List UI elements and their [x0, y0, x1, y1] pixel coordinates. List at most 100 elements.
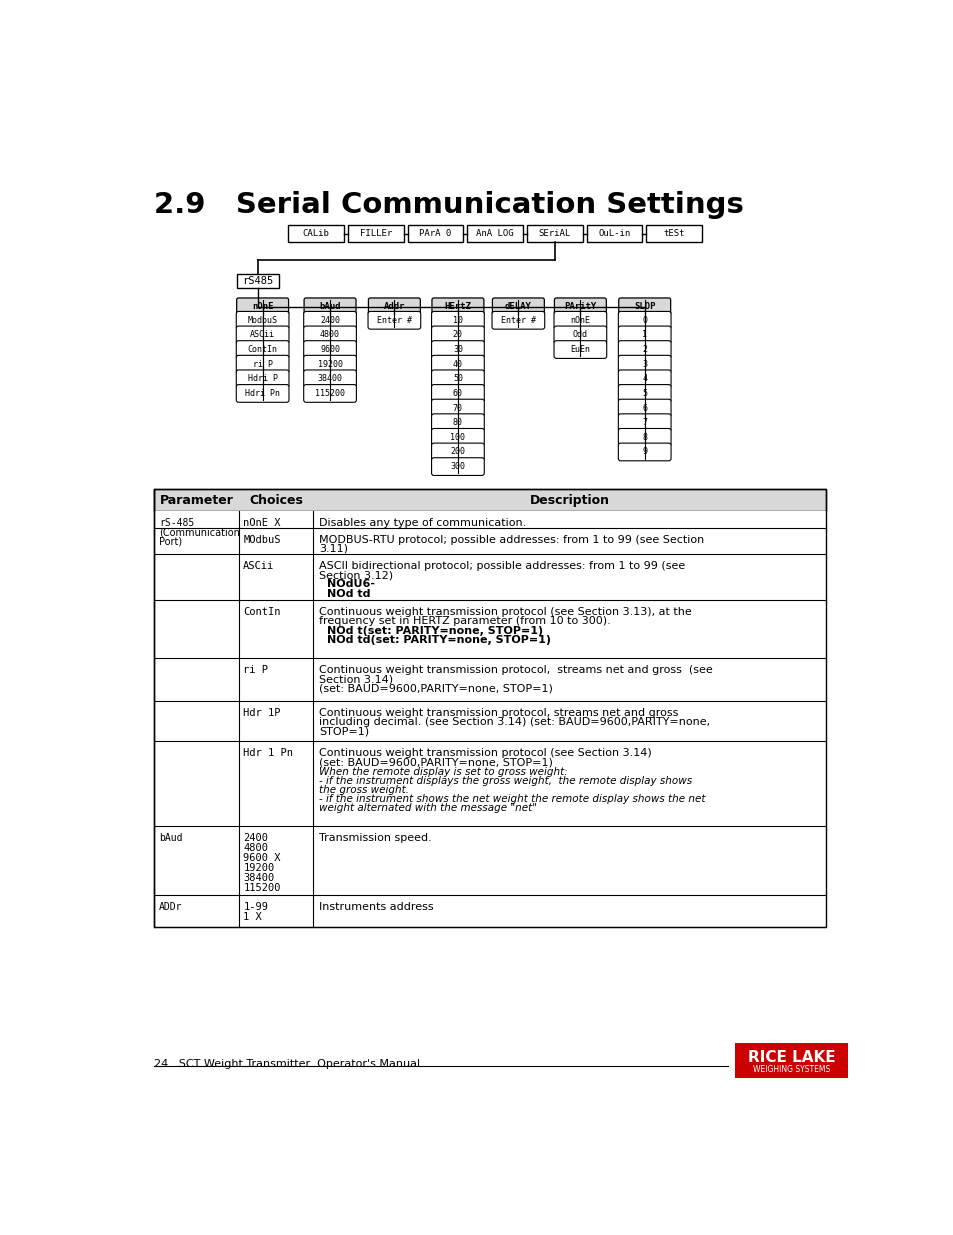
Text: Continuous weight transmission protocol, streams net and gross: Continuous weight transmission protocol,…	[319, 708, 678, 718]
Text: ASCii: ASCii	[250, 331, 274, 340]
Text: 4800: 4800	[243, 842, 268, 852]
FancyBboxPatch shape	[407, 225, 463, 242]
Text: ASCii: ASCii	[243, 561, 274, 571]
Text: Parameter: Parameter	[160, 494, 233, 506]
Text: WEIGHING SYSTEMS: WEIGHING SYSTEMS	[752, 1065, 829, 1074]
Text: 2400: 2400	[319, 316, 339, 325]
Text: STOP=1): STOP=1)	[319, 726, 369, 736]
Text: CALib: CALib	[302, 230, 329, 238]
FancyBboxPatch shape	[236, 326, 289, 343]
Text: ri P: ri P	[253, 359, 273, 369]
FancyBboxPatch shape	[432, 298, 483, 316]
Text: Continuous weight transmission protocol,  streams net and gross  (see: Continuous weight transmission protocol,…	[319, 664, 712, 674]
Text: MOdbuS: MOdbuS	[243, 535, 280, 545]
FancyBboxPatch shape	[303, 370, 356, 388]
FancyBboxPatch shape	[236, 370, 289, 388]
Text: Continuous weight transmission protocol (see Section 3.13), at the: Continuous weight transmission protocol …	[319, 608, 691, 618]
Text: Odd: Odd	[572, 331, 587, 340]
FancyBboxPatch shape	[618, 443, 670, 461]
Bar	[154, 511, 825, 527]
Text: ModbuS: ModbuS	[248, 316, 277, 325]
Text: 2.9   Serial Communication Settings: 2.9 Serial Communication Settings	[154, 190, 743, 219]
FancyBboxPatch shape	[236, 298, 289, 316]
FancyBboxPatch shape	[368, 311, 420, 330]
Text: - if the instrument displays the gross weight,  the remote display shows: - if the instrument displays the gross w…	[319, 776, 692, 785]
Text: 9: 9	[641, 447, 646, 457]
Text: RICE LAKE: RICE LAKE	[747, 1050, 835, 1065]
Text: including decimal. (see Section 3.14) (set: BAUD=9600,PARITY=none,: including decimal. (see Section 3.14) (s…	[319, 718, 710, 727]
Text: FILLEr: FILLEr	[359, 230, 392, 238]
Bar	[154, 701, 825, 741]
FancyBboxPatch shape	[348, 225, 403, 242]
Text: nOnE X: nOnE X	[243, 517, 280, 527]
Text: Hdri P: Hdri P	[248, 374, 277, 383]
Text: OuL-in: OuL-in	[598, 230, 630, 238]
FancyBboxPatch shape	[303, 341, 356, 358]
FancyBboxPatch shape	[431, 458, 484, 475]
FancyBboxPatch shape	[236, 274, 278, 288]
Text: NOdU6-: NOdU6-	[327, 579, 375, 589]
FancyBboxPatch shape	[431, 311, 484, 330]
Bar	[154, 895, 825, 927]
Bar	[154, 658, 825, 701]
Text: NOd td: NOd td	[327, 589, 370, 599]
Text: 0: 0	[641, 316, 646, 325]
Text: 70: 70	[453, 404, 462, 412]
Text: 6: 6	[641, 404, 646, 412]
Text: nOnE: nOnE	[252, 303, 274, 311]
FancyBboxPatch shape	[303, 384, 356, 403]
FancyBboxPatch shape	[492, 298, 544, 316]
Text: 24   SCT Weight Transmitter  Operator's Manual: 24 SCT Weight Transmitter Operator's Man…	[154, 1060, 420, 1070]
FancyBboxPatch shape	[304, 298, 355, 316]
Text: Addr: Addr	[383, 303, 405, 311]
FancyBboxPatch shape	[618, 341, 670, 358]
Text: 80: 80	[453, 419, 462, 427]
Text: 7: 7	[641, 419, 646, 427]
Bar	[154, 555, 825, 600]
Bar	[154, 600, 825, 658]
Text: 10: 10	[453, 316, 462, 325]
FancyBboxPatch shape	[526, 225, 582, 242]
Text: PAritY: PAritY	[563, 303, 596, 311]
Text: 38400: 38400	[243, 873, 274, 883]
Text: - if the instrument shows the net weight the remote display shows the net: - if the instrument shows the net weight…	[319, 794, 705, 804]
FancyBboxPatch shape	[618, 326, 670, 343]
FancyBboxPatch shape	[431, 443, 484, 461]
Text: Section 3.14): Section 3.14)	[319, 674, 393, 684]
Text: 115200: 115200	[314, 389, 345, 398]
Text: (set: BAUD=9600,PARITY=none, STOP=1): (set: BAUD=9600,PARITY=none, STOP=1)	[319, 683, 553, 693]
Text: 3.11): 3.11)	[319, 543, 348, 555]
Text: ContIn: ContIn	[248, 345, 277, 354]
Text: 200: 200	[450, 447, 465, 457]
Text: Choices: Choices	[249, 494, 303, 506]
Text: bAud: bAud	[319, 303, 340, 311]
Text: EuEn: EuEn	[570, 345, 590, 354]
FancyBboxPatch shape	[645, 225, 701, 242]
FancyBboxPatch shape	[467, 225, 522, 242]
Text: 30: 30	[453, 345, 462, 354]
Text: 40: 40	[453, 359, 462, 369]
FancyBboxPatch shape	[303, 356, 356, 373]
FancyBboxPatch shape	[236, 311, 289, 330]
Text: PArA 0: PArA 0	[419, 230, 451, 238]
Text: ri P: ri P	[243, 664, 268, 674]
FancyBboxPatch shape	[618, 298, 670, 316]
Text: 4800: 4800	[319, 331, 339, 340]
Text: 4: 4	[641, 374, 646, 383]
Bar	[154, 826, 825, 895]
Text: AnA LOG: AnA LOG	[476, 230, 514, 238]
Text: Hdr 1P: Hdr 1P	[243, 708, 280, 718]
FancyBboxPatch shape	[431, 384, 484, 403]
Text: Enter #: Enter #	[500, 316, 536, 325]
Bar	[154, 527, 825, 555]
Text: HErtZ: HErtZ	[444, 303, 471, 311]
Text: 5: 5	[641, 389, 646, 398]
Text: Description: Description	[529, 494, 609, 506]
Bar	[735, 1042, 847, 1078]
Text: rS485: rS485	[242, 275, 274, 285]
Text: NOd t(set: PARITY=none, STOP=1): NOd t(set: PARITY=none, STOP=1)	[327, 626, 542, 636]
Text: 2: 2	[641, 345, 646, 354]
FancyBboxPatch shape	[554, 298, 606, 316]
Text: 100: 100	[450, 432, 465, 442]
Text: 300: 300	[450, 462, 465, 471]
